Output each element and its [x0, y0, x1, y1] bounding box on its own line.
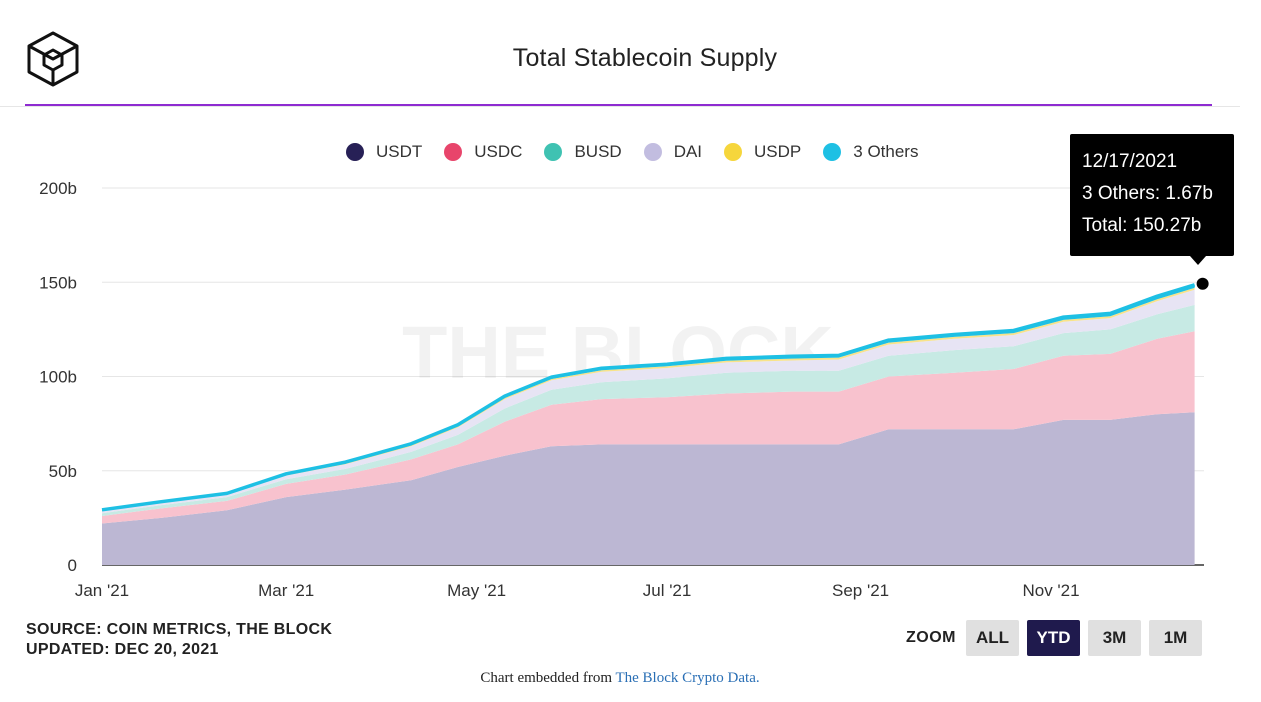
- embed-prefix: Chart embedded from: [480, 670, 612, 686]
- series-line-3-others: [101, 283, 1196, 512]
- legend-swatch: [544, 143, 563, 161]
- tooltip-series-value: 3 Others: 1.67b: [1082, 183, 1213, 204]
- zoom-controls: ZOOM ALL YTD 3M 1M: [906, 620, 1210, 656]
- x-tick-label: Jul '21: [643, 581, 692, 600]
- zoom-all-button[interactable]: ALL: [966, 620, 1019, 656]
- legend-swatch: [724, 143, 743, 161]
- the-block-logo: [24, 30, 82, 88]
- area-dai: [102, 289, 1195, 514]
- legend-label: DAI: [673, 142, 703, 161]
- legend-swatch: [346, 143, 364, 161]
- legend-swatch: [444, 143, 463, 161]
- legend-item-dai[interactable]: DAI: [643, 142, 703, 162]
- chart-legend: USDT USDC BUSD DAI USDP 3 Others: [346, 142, 940, 162]
- legend-label: USDT: [376, 142, 423, 161]
- area-busd: [102, 304, 1195, 516]
- zoom-3m-button[interactable]: 3M: [1088, 620, 1141, 656]
- chart-tooltip: 12/17/2021 3 Others: 1.67b Total: 150.27…: [1070, 134, 1234, 265]
- y-tick-label: 50b: [49, 462, 77, 481]
- y-tick-label: 150b: [39, 273, 77, 292]
- updated-text: UPDATED: DEC 20, 2021: [26, 641, 219, 658]
- legend-label: USDP: [754, 142, 802, 161]
- tooltip-date: 12/17/2021: [1082, 151, 1178, 172]
- zoom-1m-button[interactable]: 1M: [1149, 620, 1202, 656]
- legend-swatch: [823, 143, 842, 161]
- header-divider: [0, 106, 1240, 107]
- legend-item-usdt[interactable]: USDT: [346, 142, 422, 162]
- y-tick-label: 0: [68, 556, 77, 575]
- area-usdt: [102, 412, 1195, 565]
- embed-note: Chart embedded from The Block Crypto Dat…: [0, 670, 1240, 687]
- source-note: SOURCE: COIN METRICS, THE BLOCK UPDATED:…: [26, 620, 332, 660]
- legend-item-3-others[interactable]: 3 Others: [823, 142, 918, 162]
- legend-item-busd[interactable]: BUSD: [544, 142, 622, 162]
- legend-label: 3 Others: [853, 142, 919, 161]
- x-tick-label: Nov '21: [1022, 581, 1079, 600]
- y-tick-label: 100b: [39, 368, 77, 387]
- title-divider: [25, 104, 1212, 106]
- legend-label: BUSD: [574, 142, 622, 161]
- the-block-data-link[interactable]: The Block Crypto Data.: [615, 670, 760, 686]
- zoom-ytd-button[interactable]: YTD: [1027, 620, 1080, 656]
- legend-label: USDC: [474, 142, 523, 161]
- source-text: SOURCE: COIN METRICS, THE BLOCK: [26, 621, 333, 638]
- page-title: Total Stablecoin Supply: [512, 44, 778, 72]
- legend-item-usdc[interactable]: USDC: [444, 142, 522, 162]
- highlight-point: [1196, 277, 1209, 290]
- zoom-label: ZOOM: [906, 629, 956, 646]
- area-usdc: [102, 331, 1195, 524]
- y-tick-label: 200b: [39, 179, 77, 198]
- legend-item-usdp[interactable]: USDP: [724, 142, 801, 162]
- x-tick-label: Mar '21: [258, 581, 314, 600]
- x-tick-label: May '21: [447, 581, 506, 600]
- tooltip-total: Total: 150.27b: [1082, 215, 1202, 236]
- x-tick-label: Sep '21: [832, 581, 889, 600]
- legend-swatch: [643, 143, 662, 161]
- x-tick-label: Jan '21: [75, 581, 129, 600]
